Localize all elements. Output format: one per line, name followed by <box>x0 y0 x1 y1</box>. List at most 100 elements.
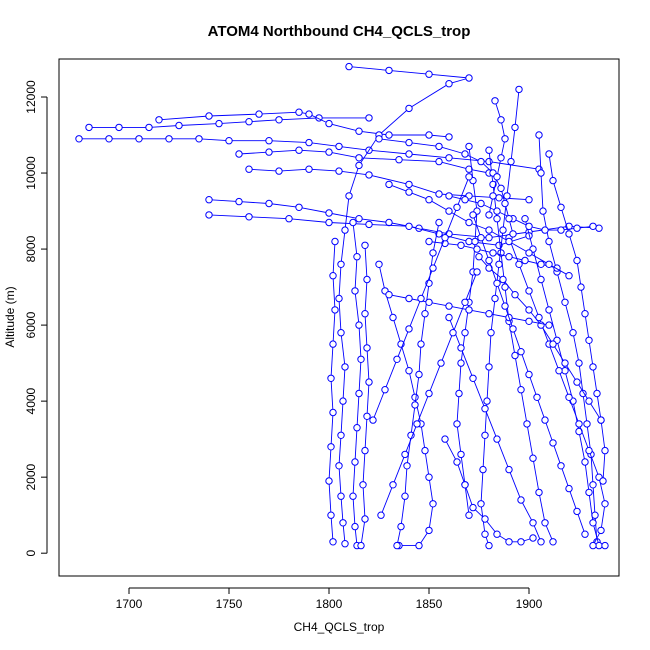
data-point <box>363 275 371 284</box>
data-point <box>265 199 273 208</box>
data-point <box>453 203 461 212</box>
series-line <box>208 214 530 246</box>
data-point <box>351 458 359 466</box>
data-point <box>435 142 443 151</box>
data-point <box>441 234 449 242</box>
data-point <box>445 302 453 310</box>
data-point <box>245 118 253 126</box>
data-point <box>565 230 573 238</box>
data-point <box>481 405 489 413</box>
series-4 <box>205 211 533 250</box>
data-point <box>507 157 515 166</box>
data-point <box>75 135 83 143</box>
series-6 <box>235 146 493 177</box>
data-point <box>511 291 519 299</box>
plot-area <box>75 62 609 550</box>
series-12 <box>393 218 443 550</box>
y-tick-label: 6000 <box>24 311 38 338</box>
data-point <box>601 446 609 455</box>
data-point <box>593 389 601 398</box>
series-line <box>448 195 594 231</box>
series-11 <box>375 260 437 550</box>
data-point <box>465 511 473 519</box>
plot-frame <box>58 58 620 577</box>
data-point <box>275 116 283 124</box>
data-point <box>529 534 537 542</box>
data-point <box>337 492 345 500</box>
data-point <box>497 154 505 162</box>
series-22 <box>375 135 517 238</box>
chart-title: ATOM4 Northbound CH4_QCLS_trop <box>208 23 471 40</box>
data-point <box>589 363 597 371</box>
data-point <box>393 355 401 363</box>
data-point <box>461 298 469 306</box>
data-point <box>425 389 433 398</box>
data-point <box>583 420 591 428</box>
data-point <box>573 378 581 386</box>
data-point <box>545 237 553 246</box>
y-tick-label: 8000 <box>24 235 38 262</box>
data-point <box>349 218 357 227</box>
data-point <box>489 249 497 257</box>
data-point <box>549 340 557 348</box>
data-point <box>339 397 347 405</box>
series-8 <box>349 218 365 550</box>
data-point <box>515 85 523 94</box>
data-point <box>429 500 437 508</box>
data-point <box>375 135 383 143</box>
data-point <box>545 321 553 329</box>
data-point <box>485 226 493 234</box>
data-point <box>341 226 349 234</box>
data-point <box>357 541 365 550</box>
data-point <box>485 264 493 272</box>
data-point <box>355 127 363 135</box>
data-point <box>405 138 413 147</box>
data-point <box>429 249 437 257</box>
data-point <box>549 176 557 185</box>
data-point <box>385 131 393 139</box>
data-point <box>557 203 565 212</box>
data-point <box>499 275 507 284</box>
data-point <box>485 256 493 265</box>
series-line <box>158 111 450 138</box>
data-point <box>535 131 543 139</box>
data-point <box>575 420 583 428</box>
data-point <box>561 359 569 367</box>
data-point <box>353 253 361 261</box>
data-point <box>575 359 583 367</box>
data-point <box>205 112 213 120</box>
data-point <box>521 215 529 223</box>
data-point <box>589 541 597 550</box>
data-point <box>295 146 303 154</box>
data-point <box>421 310 429 318</box>
data-point <box>295 108 303 116</box>
data-point <box>425 526 433 535</box>
data-point <box>245 165 253 173</box>
data-point <box>457 241 465 250</box>
data-point <box>393 541 401 550</box>
data-point <box>549 439 557 447</box>
data-point <box>265 148 273 156</box>
data-point <box>589 519 597 527</box>
series-line <box>524 218 605 547</box>
data-point <box>589 481 597 489</box>
series-28 <box>377 268 481 519</box>
data-point <box>421 446 429 455</box>
data-point <box>539 207 547 215</box>
data-point <box>461 196 469 204</box>
x-tick-label: 1750 <box>216 597 243 611</box>
data-point <box>401 450 409 459</box>
data-point <box>557 462 565 470</box>
data-point <box>385 218 393 227</box>
series-14 <box>485 146 557 546</box>
series-23 <box>385 180 573 280</box>
data-point <box>545 150 553 158</box>
series-15 <box>477 85 523 550</box>
data-point <box>355 389 363 398</box>
data-point <box>441 435 449 443</box>
series-5 <box>245 165 533 204</box>
data-point <box>545 306 553 314</box>
data-point <box>395 156 403 164</box>
data-point <box>465 173 473 181</box>
data-point <box>481 515 489 523</box>
